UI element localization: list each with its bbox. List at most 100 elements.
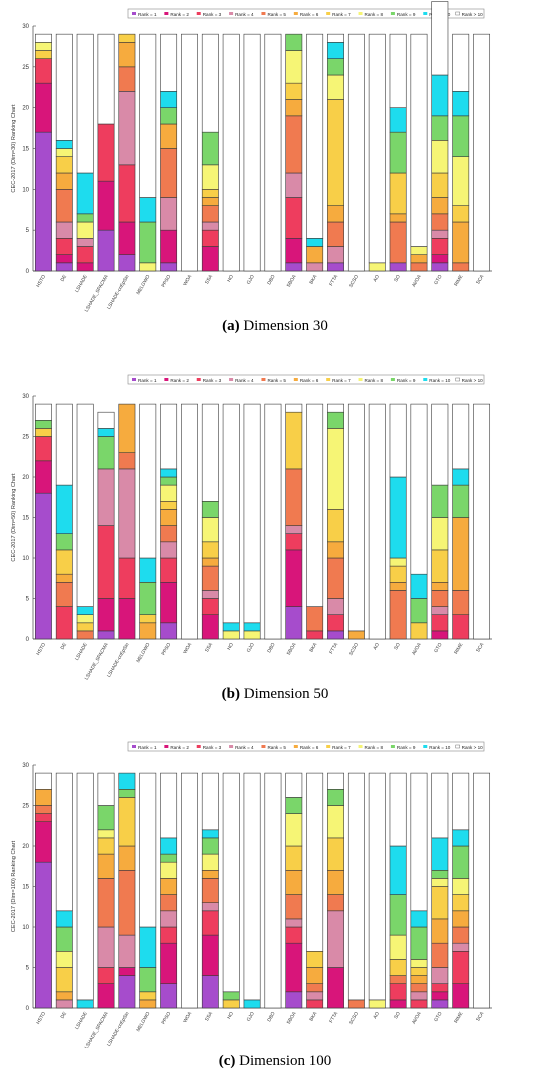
bar-segment — [55, 573, 73, 583]
bar-segment — [285, 942, 303, 993]
bar-segment — [243, 772, 261, 1001]
bar-segment — [160, 582, 178, 624]
bar-segment — [285, 99, 303, 117]
legend-label: Rank = 10 — [429, 745, 451, 750]
bar-segment — [118, 845, 136, 871]
y-tick-label: 30 — [22, 763, 29, 769]
y-axis-label: CEC-2017 (Dim=30) Ranking Chart — [11, 104, 17, 193]
bar-segment — [327, 557, 344, 599]
legend: Rank = 1 Rank = 2 Rank = 3 Rank = 4 Rank = 5… — [127, 8, 485, 19]
bar-segment — [34, 131, 52, 272]
legend-swatch — [423, 378, 428, 381]
bar-segment — [97, 525, 115, 599]
bar-segment — [431, 590, 449, 607]
x-tick-label: LSHADE-cnEpSin — [106, 642, 131, 679]
bar-segment — [139, 262, 157, 272]
x-tick-label: GJO — [246, 1011, 256, 1023]
bar-segment — [97, 878, 115, 928]
bar-segment — [327, 837, 344, 871]
bar-segment — [410, 573, 428, 599]
bar-segment — [160, 91, 178, 108]
bar-segment — [201, 837, 219, 855]
x-tick-label: BKA — [308, 641, 318, 653]
bar-segment — [431, 614, 449, 632]
bar-segment — [368, 262, 386, 272]
bar-segment — [160, 484, 178, 502]
bar-segment — [160, 541, 178, 559]
legend-label: Rank > 10 — [462, 745, 484, 750]
bar-segment — [55, 951, 73, 968]
bar-segment — [285, 870, 303, 895]
x-tick-label: SSA — [204, 273, 214, 285]
bar-segment — [97, 411, 115, 429]
bar-segment — [55, 549, 73, 575]
bar-segment — [368, 33, 386, 264]
bar-segment — [452, 156, 470, 206]
x-tick-label: RIME — [453, 274, 464, 287]
y-tick-label: 15 — [22, 516, 29, 522]
x-tick-label: FTTA — [328, 273, 339, 287]
bar-segment — [201, 501, 219, 518]
bar-segment — [285, 115, 303, 174]
legend-box — [127, 8, 485, 19]
ranking-chart-dim30: Rank = 1 Rank = 2 Rank = 3 Rank = 4 Rank = 5… — [11, 1, 492, 313]
legend-label: Rank = 5 — [267, 378, 286, 383]
bar-segment — [160, 853, 178, 863]
bar-segment — [327, 598, 344, 616]
x-tick-label: DBO — [266, 642, 277, 654]
y-axis-label: CEC-2017 (Dim=50) Ranking Chart — [11, 473, 17, 562]
bar-segment — [139, 221, 157, 264]
bar-segment — [160, 501, 178, 510]
bar-segment — [285, 525, 303, 535]
x-tick-label: SCA — [475, 273, 486, 285]
legend: Rank = 1 Rank = 2 Rank = 3 Rank = 4 Rank = 5… — [127, 741, 485, 752]
caption-text: Dimension 30 — [239, 318, 328, 334]
bar-segment — [160, 107, 178, 125]
legend-swatch — [196, 12, 201, 15]
bar-segment — [97, 598, 115, 632]
bar-segment — [264, 33, 282, 272]
bar-segment — [160, 509, 178, 526]
x-tick-label: AVOA — [411, 273, 423, 288]
bar-segment — [160, 861, 178, 879]
legend-swatch — [423, 12, 428, 15]
bar-segment — [118, 42, 136, 68]
bar-segment — [306, 991, 324, 1001]
x-tick-label: FTTA — [328, 641, 339, 655]
legend-swatch — [261, 12, 266, 15]
legend-swatch — [293, 378, 298, 381]
bar-segment — [410, 772, 428, 912]
legend-label: Rank = 8 — [365, 378, 384, 383]
bar-segment — [389, 590, 407, 640]
bar-segment — [201, 772, 219, 831]
bar-segment — [34, 861, 52, 1009]
bar-segment — [97, 436, 115, 470]
x-tick-label: HO — [226, 1011, 235, 1020]
bar-segment — [201, 614, 219, 640]
x-tick-label: DE — [59, 274, 68, 283]
bar-segment — [368, 772, 386, 1001]
legend-swatch — [164, 378, 169, 381]
bar-segment — [160, 878, 178, 895]
bar-segment — [368, 999, 386, 1009]
x-tick-label: DBO — [266, 274, 277, 286]
x-tick-label: SO — [393, 274, 402, 283]
x-tick-label: DE — [59, 1011, 68, 1020]
bar-segment — [431, 197, 449, 215]
x-tick-label: LSHADE — [74, 274, 89, 294]
x-tick-label: LSHADE-cnEpSin — [106, 274, 131, 311]
bar-segment — [118, 967, 136, 976]
x-tick-label: RIME — [453, 1011, 464, 1024]
bar-segment — [201, 829, 219, 839]
bar-segment — [285, 772, 303, 798]
bar-segment — [55, 772, 73, 912]
x-tick-label: SCA — [475, 1010, 486, 1022]
bar-segment — [410, 959, 428, 968]
bar-segment — [327, 428, 344, 510]
bar-segment — [327, 870, 344, 895]
bar-segment — [285, 197, 303, 239]
bar-segment — [389, 959, 407, 976]
caption-label: (b) — [221, 686, 240, 702]
x-tick-label: GTO — [433, 274, 443, 286]
bar-segment — [118, 468, 136, 559]
